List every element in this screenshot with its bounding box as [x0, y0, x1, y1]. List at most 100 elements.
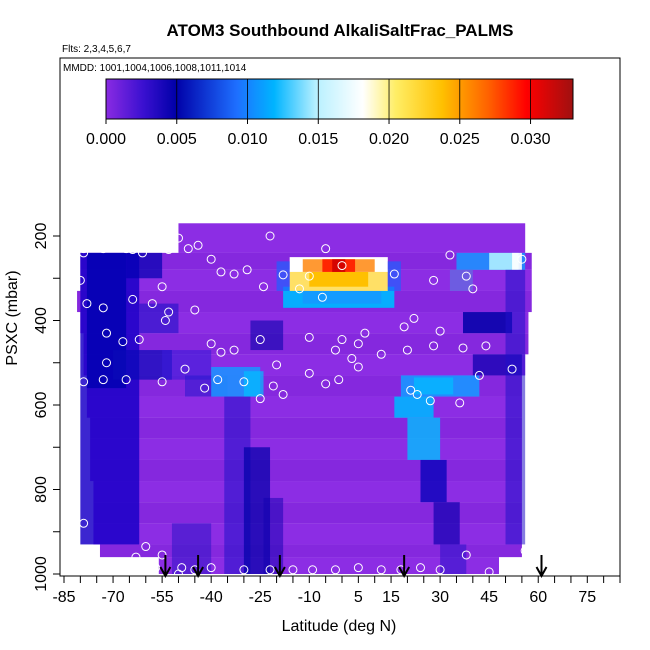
y-tick-label: 600 [33, 392, 50, 419]
colorbar-frame [105, 78, 574, 120]
heatmap-cell [394, 396, 434, 418]
heatmap-cell [489, 252, 519, 270]
sample-point [337, 261, 347, 271]
x-axis: -85 -70 -55 -40 -25 -10 5 15 30 45 60 75 [52, 576, 621, 606]
sample-point [265, 565, 275, 575]
sample-point [402, 345, 412, 355]
x-tick-label: -25 [249, 589, 272, 606]
sample-point [429, 275, 439, 285]
sample-point [474, 370, 484, 380]
heatmap-cell [302, 290, 382, 304]
y-tick-label: 400 [33, 307, 50, 334]
sample-point [425, 396, 435, 406]
sample-point [141, 542, 151, 552]
sample-point [128, 294, 138, 304]
sample-point [157, 550, 167, 560]
sample-point [160, 316, 170, 325]
heatmap-cell [93, 481, 522, 503]
y-axis: 200 400 600 800 1000 [33, 223, 60, 592]
heatmap-cell [126, 252, 163, 279]
heatmap-cell [90, 459, 522, 482]
sample-point [321, 379, 331, 389]
sample-point [415, 563, 425, 573]
x-tick-label: 60 [529, 589, 547, 606]
sample-point [173, 233, 183, 243]
heatmap-cell [387, 261, 401, 291]
sample-point [102, 358, 112, 368]
heatmap-cell [99, 544, 522, 558]
sample-point [353, 563, 363, 573]
sample-point [517, 254, 527, 264]
sample-point [98, 244, 108, 254]
sample-point [121, 375, 131, 385]
x-tick-label: -85 [52, 589, 75, 606]
heatmap-cell [80, 312, 529, 334]
sample-point [304, 332, 314, 342]
sample-point [294, 284, 304, 294]
profile-arrows [159, 555, 548, 579]
sample-point [255, 394, 265, 404]
heatmap-cell [83, 333, 529, 355]
heatmap-cell [93, 502, 522, 524]
sample-point [308, 565, 318, 575]
sample-point [206, 254, 216, 264]
heatmap-cell [93, 481, 522, 503]
sample-point [429, 341, 439, 351]
sample-point [242, 265, 252, 275]
sample-point [520, 546, 530, 556]
sample-point [461, 550, 471, 560]
heatmap-cell [93, 502, 522, 524]
sample-point [288, 565, 298, 575]
heatmap-cell [309, 271, 369, 287]
sample-point [353, 362, 363, 372]
sample-point [213, 375, 223, 385]
y-axis-label: PSXC (mbar) [4, 270, 21, 365]
colorbar-tick-label: 0.005 [157, 131, 197, 148]
sample-point [376, 565, 386, 575]
sample-point [82, 299, 92, 309]
sample-point [229, 345, 239, 355]
sample-point [79, 244, 89, 254]
heatmap-cell [449, 269, 473, 291]
colorbar-fill [106, 79, 573, 119]
x-tick-label: 30 [431, 589, 449, 606]
heatmap-cell [90, 417, 522, 439]
sample-point [259, 282, 269, 292]
heatmap-cell [512, 252, 522, 270]
sample-point [118, 337, 128, 347]
x-tick-label: 45 [480, 589, 498, 606]
sample-point [137, 248, 147, 258]
sample-point [507, 364, 517, 374]
heatmap-cell [178, 223, 526, 253]
sample-point [321, 244, 331, 254]
sample-point [317, 292, 327, 302]
heatmap-cell [99, 544, 522, 558]
heatmap-cell [139, 303, 179, 334]
heatmap-cell [162, 350, 212, 380]
sample-point [268, 381, 278, 391]
sample-point [272, 360, 282, 370]
colorbar-tick-label: 0.020 [369, 131, 409, 148]
sample-point [98, 375, 108, 385]
heatmap-cell [407, 417, 441, 460]
chart-title: ATOM3 Southbound AlkaliSaltFrac_PALMS [167, 21, 514, 40]
heatmap-cell [83, 333, 529, 355]
sample-point [239, 377, 249, 387]
heatmap-cell [90, 459, 522, 482]
dates-label: MMDD: 1001,1004,1006,1008,1011,1014 [63, 63, 247, 74]
sample-point [206, 563, 216, 573]
sample-point [164, 245, 174, 255]
y-tick-label: 800 [33, 476, 50, 503]
sample-point [330, 565, 340, 575]
sample-point [458, 343, 468, 353]
heatmap-cell [413, 377, 454, 395]
sample-point [193, 240, 203, 250]
sample-point [435, 326, 445, 336]
sample-point [128, 245, 138, 255]
sample-point [216, 267, 226, 277]
sample-point [409, 313, 419, 323]
sample-point [79, 248, 89, 258]
heatmap-cell [250, 320, 284, 351]
heatmap-cell [93, 523, 522, 545]
